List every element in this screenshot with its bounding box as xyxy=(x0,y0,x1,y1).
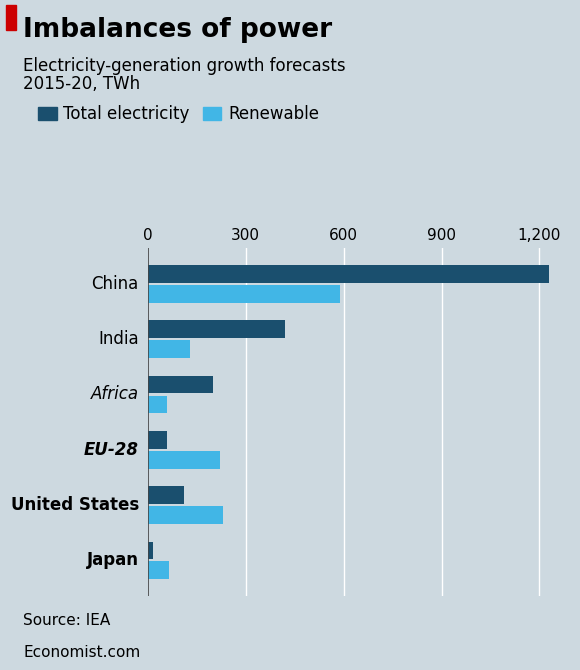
Text: India: India xyxy=(98,330,139,348)
Bar xyxy=(148,285,340,303)
Text: Imbalances of power: Imbalances of power xyxy=(23,17,332,43)
Bar xyxy=(148,561,169,579)
Text: China: China xyxy=(92,275,139,293)
Bar xyxy=(148,486,184,504)
Bar xyxy=(148,395,168,413)
Text: Source: IEA: Source: IEA xyxy=(23,613,110,628)
Bar xyxy=(148,320,285,338)
Text: Electricity-generation growth forecasts: Electricity-generation growth forecasts xyxy=(23,57,346,75)
Text: United States: United States xyxy=(10,496,139,514)
Bar xyxy=(148,340,190,358)
Legend: Total electricity, Renewable: Total electricity, Renewable xyxy=(31,98,325,130)
Bar xyxy=(148,376,213,393)
Bar xyxy=(148,541,153,559)
Text: Japan: Japan xyxy=(87,551,139,570)
Text: EU-28: EU-28 xyxy=(84,441,139,459)
Bar xyxy=(148,431,168,449)
Bar xyxy=(148,451,220,468)
Bar xyxy=(148,506,223,524)
Text: Economist.com: Economist.com xyxy=(23,645,140,660)
Text: Africa: Africa xyxy=(90,385,139,403)
Text: 2015-20, TWh: 2015-20, TWh xyxy=(23,75,140,93)
Bar xyxy=(148,265,549,283)
